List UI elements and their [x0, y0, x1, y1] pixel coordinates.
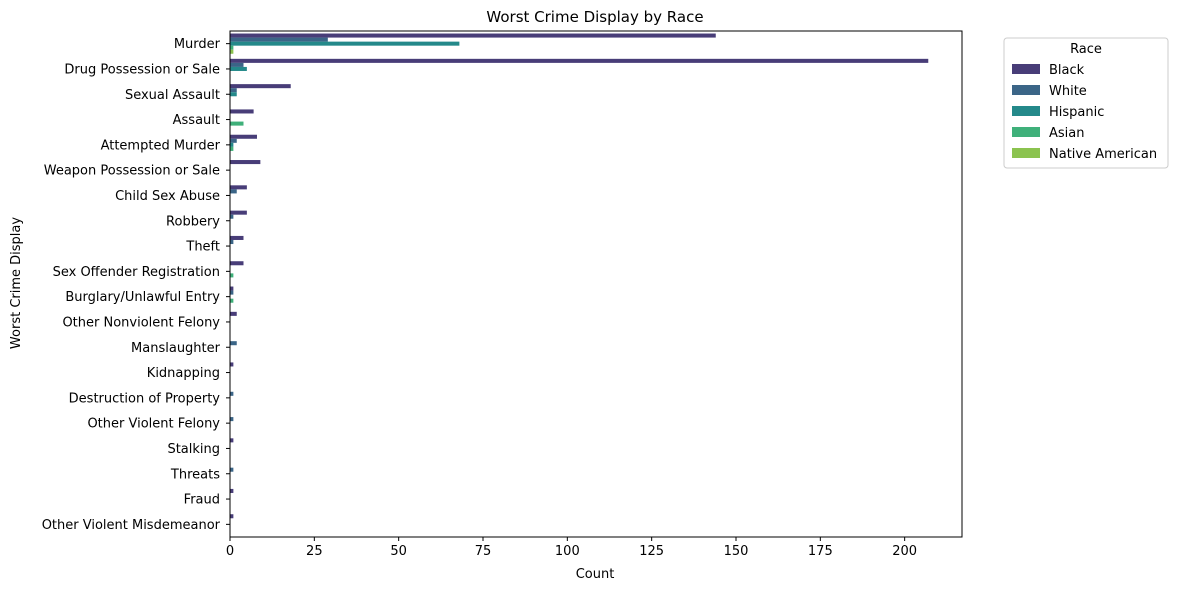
y-tick-label: Destruction of Property — [69, 391, 221, 406]
x-tick-label: 75 — [475, 544, 492, 559]
bar-black — [230, 261, 244, 266]
y-tick-label: Kidnapping — [147, 366, 220, 381]
x-tick-label: 0 — [226, 544, 234, 559]
bar-native-american — [230, 49, 234, 54]
bar-white — [230, 62, 244, 67]
legend-title: Race — [1070, 42, 1102, 57]
x-tick-label: 50 — [390, 544, 407, 559]
x-axis-title: Count — [576, 567, 615, 582]
legend-swatch — [1012, 106, 1040, 116]
plot-area — [230, 33, 929, 519]
legend-label: Native American — [1049, 147, 1157, 162]
bar-black — [230, 160, 261, 165]
bar-white — [230, 467, 234, 472]
bar-black — [230, 488, 234, 493]
bar-black — [230, 58, 929, 63]
y-tick-label: Attempted Murder — [101, 138, 221, 153]
x-tick-label: 150 — [724, 544, 749, 559]
y-tick-label: Murder — [174, 37, 221, 52]
legend-items: Black White Hispanic Asian Native American — [1012, 63, 1157, 162]
bar-white — [230, 189, 237, 194]
plot-frame — [229, 30, 963, 538]
legend-label: White — [1049, 84, 1087, 99]
bar-asian — [230, 45, 234, 50]
bar-white — [230, 88, 237, 93]
y-tick-label: Burglary/Unlawful Entry — [65, 290, 220, 305]
y-tick-label: Sexual Assault — [125, 88, 220, 103]
bar-black — [230, 33, 716, 38]
y-tick-label: Child Sex Abuse — [115, 189, 220, 204]
y-tick-label: Threats — [170, 467, 220, 482]
bar-black — [230, 311, 237, 316]
bar-black — [230, 438, 234, 443]
x-tick-label: 100 — [555, 544, 580, 559]
bar-black — [230, 514, 234, 519]
bar-hispanic — [230, 41, 460, 46]
bar-white — [230, 37, 328, 42]
chart-title: Worst Crime Display by Race — [486, 8, 703, 26]
x-tick-label: 200 — [892, 544, 917, 559]
legend-label: Black — [1049, 63, 1085, 78]
x-axis: 0 25 50 75 100 125 150 175 200 — [226, 537, 917, 559]
bar-white — [230, 341, 237, 346]
bar-black — [230, 134, 257, 139]
y-tick-label: Stalking — [167, 442, 220, 457]
bar-hispanic — [230, 66, 247, 71]
bar-white — [230, 417, 234, 422]
bar-asian — [230, 146, 234, 151]
y-tick-label: Other Nonviolent Felony — [62, 315, 220, 330]
y-tick-label: Weapon Possession or Sale — [44, 164, 220, 179]
y-tick-label: Drug Possession or Sale — [64, 62, 220, 77]
bar-asian — [230, 121, 244, 126]
y-axis: Murder Drug Possession or Sale Sexual Assa… — [42, 37, 230, 533]
bar-black — [230, 235, 244, 240]
bar-asian — [230, 298, 234, 303]
bar-white — [230, 290, 234, 295]
y-tick-label: Fraud — [184, 493, 220, 508]
bar-white — [230, 391, 234, 396]
bar-black — [230, 84, 291, 89]
y-tick-label: Other Violent Felony — [87, 417, 220, 432]
y-tick-label: Sex Offender Registration — [53, 265, 220, 280]
bar-hispanic — [230, 92, 237, 97]
y-tick-label: Robbery — [166, 214, 220, 229]
bar-black — [230, 362, 234, 367]
y-tick-label: Theft — [185, 240, 220, 255]
bar-asian — [230, 273, 234, 278]
legend-swatch — [1012, 127, 1040, 137]
legend-swatch — [1012, 85, 1040, 95]
legend-label: Asian — [1049, 126, 1084, 141]
legend-box — [1003, 37, 1169, 169]
y-axis-title: Worst Crime Display — [9, 217, 24, 349]
bar-white — [230, 214, 234, 219]
legend-swatch — [1012, 148, 1040, 158]
x-tick-label: 25 — [306, 544, 323, 559]
bar-hispanic — [230, 142, 234, 147]
y-tick-label: Manslaughter — [131, 341, 221, 356]
legend: Race Black White Hispanic Asian Native Ameri… — [1003, 37, 1169, 169]
bar-white — [230, 239, 234, 245]
x-tick-label: 175 — [808, 544, 833, 559]
bar-black — [230, 210, 247, 215]
x-tick-label: 125 — [639, 544, 664, 559]
bar-black — [230, 185, 247, 190]
bar-black — [230, 286, 234, 291]
bar-white — [230, 138, 237, 143]
legend-swatch — [1012, 64, 1040, 74]
y-tick-label: Other Violent Misdemeanor — [42, 518, 221, 533]
legend-label: Hispanic — [1049, 105, 1104, 120]
y-tick-label: Assault — [173, 113, 220, 128]
bar-black — [230, 109, 254, 114]
